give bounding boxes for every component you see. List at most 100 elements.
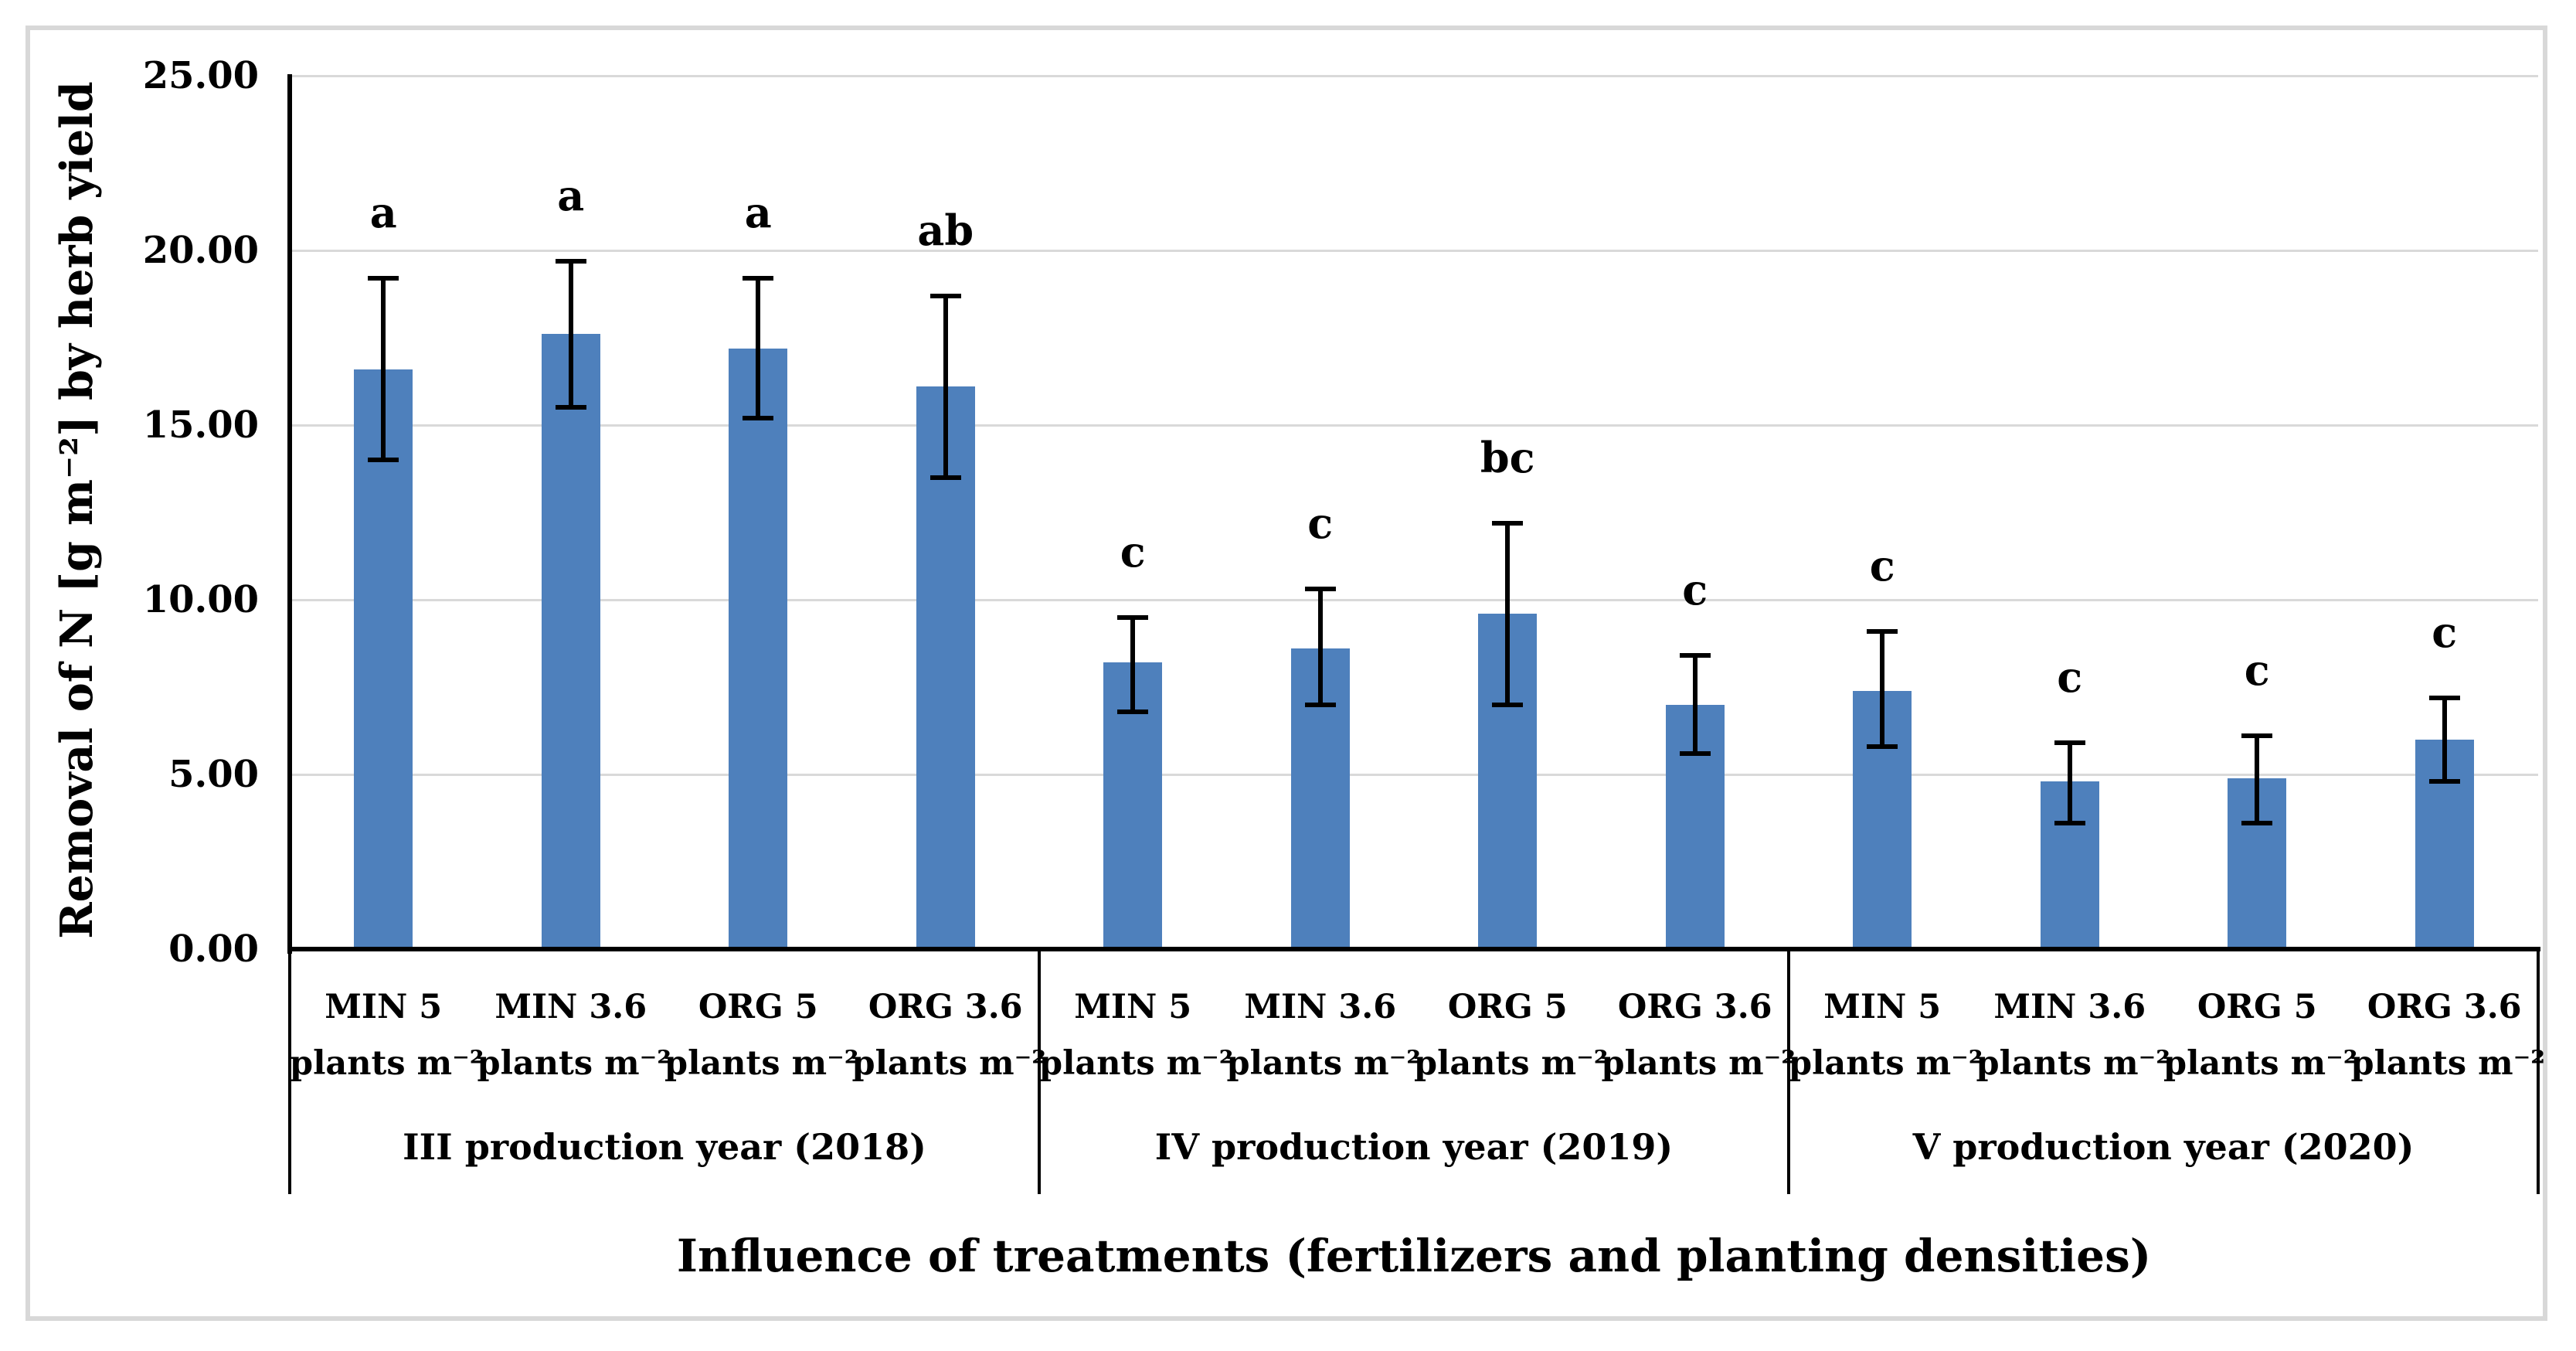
significance-letter: a [744, 188, 772, 238]
category-label: ORG 3.6 [868, 988, 1023, 1026]
error-bar-line [1880, 631, 1885, 747]
y-tick-label: 0.00 [168, 927, 259, 971]
error-bar-cap [1492, 520, 1524, 526]
gridline [290, 424, 2538, 427]
error-bar-line [568, 260, 573, 408]
category-label: MIN 3.6 [1993, 988, 2146, 1026]
group-separator-line [288, 949, 291, 1194]
y-tick-label: 20.00 [142, 229, 259, 272]
category-unit-label: plants m⁻² [1976, 1044, 2171, 1083]
error-bar-cap [2054, 821, 2085, 826]
category-label: MIN 3.6 [1244, 988, 1397, 1026]
bar [916, 386, 975, 949]
category-unit-label: plants m⁻² [1039, 1044, 1234, 1083]
error-bar-cap [2428, 695, 2460, 700]
y-tick-label: 25.00 [142, 54, 259, 97]
significance-letter: a [557, 170, 585, 220]
category-label: ORG 3.6 [2367, 988, 2522, 1026]
category-unit-label: plants m⁻² [1226, 1044, 1422, 1083]
error-bar-line [381, 278, 386, 461]
y-axis-line [287, 74, 292, 954]
bar [354, 369, 413, 949]
error-bar-cap [1679, 750, 1711, 756]
category-unit-label: plants m⁻² [1601, 1044, 1796, 1083]
significance-letter: c [2244, 645, 2270, 696]
category-unit-label: plants m⁻² [477, 1044, 672, 1083]
significance-letter: ab [917, 205, 974, 255]
error-bar-cap [1117, 709, 1149, 714]
category-label: ORG 3.6 [1617, 988, 1772, 1026]
group-separator-line [2537, 949, 2540, 1194]
significance-letter: c [1869, 540, 1895, 590]
error-bar-cap [1304, 702, 1336, 707]
category-unit-label: plants m⁻² [1789, 1044, 1983, 1083]
group-label: V production year (2020) [1912, 1126, 2415, 1168]
bar [541, 334, 600, 949]
significance-letter: c [2057, 652, 2083, 703]
y-tick-label: 10.00 [142, 578, 259, 621]
y-tick-label: 15.00 [142, 403, 259, 447]
error-bar-cap [2241, 821, 2273, 826]
category-label: ORG 5 [698, 988, 818, 1026]
group-separator-line [1787, 949, 1790, 1194]
error-bar-cap [929, 293, 961, 298]
error-bar-line [2255, 736, 2260, 824]
error-bar-line [1505, 522, 1511, 705]
gridline [290, 598, 2538, 601]
category-label: ORG 5 [2197, 988, 2317, 1026]
y-axis-title: Removal of N [g m⁻²] by herb yield [51, 81, 103, 939]
error-bar-line [2442, 697, 2447, 782]
category-unit-label: plants m⁻² [1414, 1044, 1609, 1083]
bar [729, 348, 788, 949]
significance-letter: bc [1480, 432, 1535, 482]
group-separator-line [1038, 949, 1041, 1194]
y-tick-label: 5.00 [168, 753, 259, 796]
error-bar-cap [1867, 744, 1898, 749]
error-bar-cap [368, 276, 399, 281]
x-axis-title: Influence of treatments (fertilizers and… [676, 1230, 2152, 1282]
error-bar-line [756, 278, 761, 418]
category-unit-label: plants m⁻² [851, 1044, 1047, 1083]
error-bar-line [1130, 617, 1136, 712]
x-axis-line [287, 947, 2540, 951]
error-bar-cap [2241, 733, 2273, 739]
significance-letter: a [369, 188, 397, 238]
error-bar-line [2067, 743, 2072, 824]
error-bar-line [943, 295, 948, 478]
error-bar-cap [1867, 628, 1898, 634]
group-label: IV production year (2019) [1154, 1126, 1674, 1168]
error-bar-cap [2428, 779, 2460, 784]
category-label: MIN 3.6 [494, 988, 647, 1026]
error-bar-cap [555, 405, 586, 410]
significance-letter: c [1120, 526, 1146, 577]
error-bar-cap [2054, 740, 2085, 746]
category-unit-label: plants m⁻² [664, 1044, 859, 1083]
error-bar-cap [368, 458, 399, 463]
error-bar-cap [743, 276, 774, 281]
category-unit-label: plants m⁻² [2350, 1044, 2546, 1083]
error-bar-line [1692, 655, 1698, 754]
significance-letter: c [2432, 607, 2458, 657]
gridline [290, 249, 2538, 252]
gridline [290, 773, 2538, 776]
error-bar-line [1317, 589, 1323, 705]
category-label: MIN 5 [325, 988, 443, 1026]
gridline [290, 74, 2538, 77]
group-label: III production year (2018) [403, 1126, 926, 1168]
error-bar-cap [743, 415, 774, 420]
error-bar-cap [1304, 587, 1336, 592]
category-label: ORG 5 [1447, 988, 1568, 1026]
error-bar-cap [1492, 702, 1524, 707]
category-unit-label: plants m⁻² [290, 1044, 484, 1083]
category-label: MIN 5 [1074, 988, 1192, 1026]
category-unit-label: plants m⁻² [2163, 1044, 2358, 1083]
error-bar-cap [1117, 614, 1149, 620]
error-bar-cap [1679, 653, 1711, 658]
category-label: MIN 5 [1823, 988, 1942, 1026]
figure-border [25, 26, 2547, 1321]
significance-letter: c [1307, 499, 1334, 549]
error-bar-cap [555, 258, 586, 264]
error-bar-cap [929, 475, 961, 480]
significance-letter: c [1682, 565, 1708, 615]
